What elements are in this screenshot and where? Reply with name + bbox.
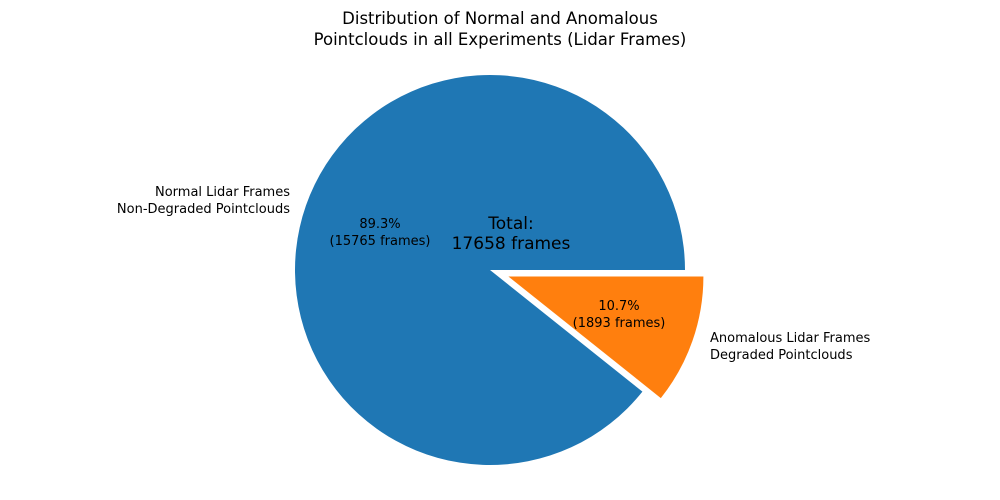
slice-pct-normal: 89.3% (15765 frames) <box>329 217 431 249</box>
chart-title: Distribution of Normal and Anomalous Poi… <box>313 9 687 49</box>
slice-pct-anomalous: 10.7% (1893 frames) <box>572 299 666 331</box>
slice-label-anomalous: Anomalous Lidar Frames Degraded Pointclo… <box>710 331 871 363</box>
pie-slice-anomalous <box>508 276 704 399</box>
slice-label-normal: Normal Lidar Frames Non-Degraded Pointcl… <box>116 185 290 217</box>
total-annotation: Total: 17658 frames <box>451 214 571 254</box>
pie-slice-normal <box>295 75 685 466</box>
